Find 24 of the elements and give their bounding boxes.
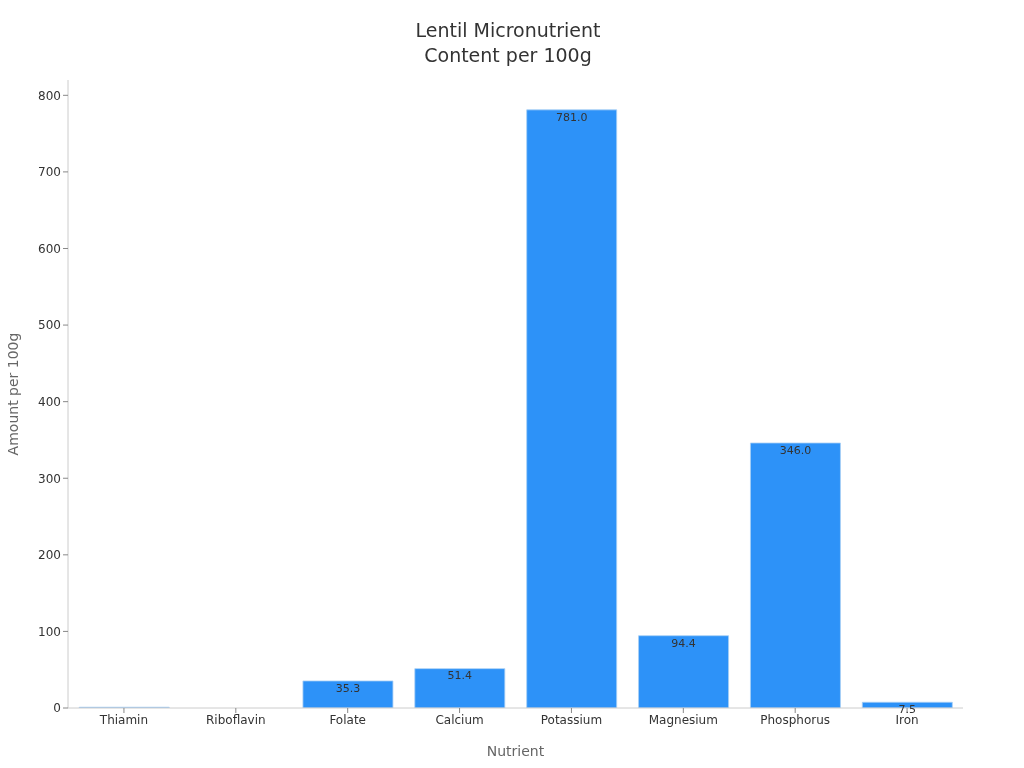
y-tick-label: 600 [38, 241, 61, 256]
data-label: 51.4 [447, 669, 473, 683]
data-label: 346.0 [779, 443, 812, 457]
data-label: 94.4 [671, 636, 696, 650]
y-tick-label: 800 [38, 88, 61, 103]
x-tick-label: Potassium [540, 712, 603, 727]
x-tick-label: Phosphorus [760, 712, 831, 727]
y-tick-label: 100 [38, 624, 61, 639]
y-tick-label: 200 [38, 548, 61, 563]
x-tick-label: Thiamin [98, 712, 149, 727]
data-label: 781.0 [555, 110, 588, 124]
data-label: 35.3 [335, 681, 361, 695]
y-tick-label: 300 [38, 471, 61, 486]
y-tick-label: 400 [38, 394, 61, 409]
x-tick-label: Folate [329, 712, 366, 727]
y-axis-title: Amount per 100g [4, 332, 21, 456]
x-axis-title: Nutrient [486, 743, 545, 759]
chart-title: Lentil Micronutrient Content per 100g [414, 18, 602, 68]
y-tick-label: 0 [53, 701, 61, 716]
y-tick-label: 700 [38, 165, 61, 180]
x-tick-label: Riboflavin [206, 712, 266, 727]
x-tick-label: Magnesium [648, 712, 718, 727]
x-tick-label: Calcium [435, 712, 484, 727]
y-tick-label: 500 [38, 318, 61, 333]
